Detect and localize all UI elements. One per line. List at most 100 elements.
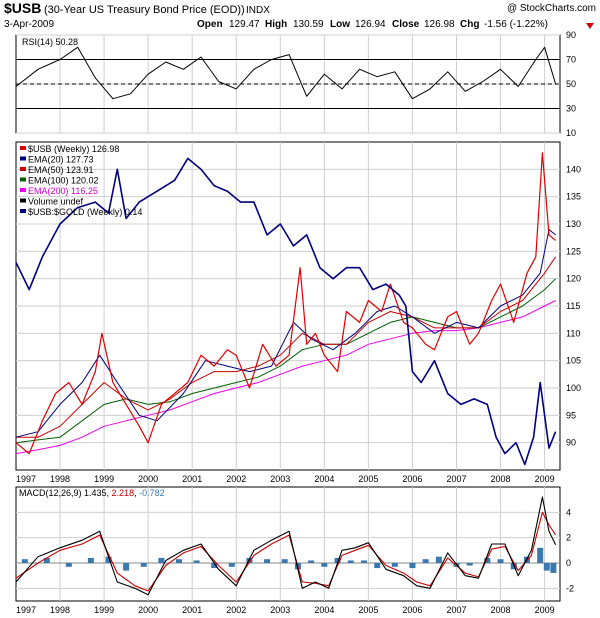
- open-value: 129.47: [229, 19, 260, 30]
- x-tick-label: 2003: [270, 605, 290, 615]
- legend-swatch: [20, 198, 26, 203]
- close-value: 126.98: [424, 19, 455, 30]
- x-tick-label: 2005: [358, 474, 378, 484]
- x-tick-label: 2004: [314, 474, 334, 484]
- macd-histogram-bar: [175, 559, 182, 563]
- x-tick-label: 2006: [402, 605, 422, 615]
- macd-histogram-bar: [65, 563, 72, 567]
- rsi-y-tick: 30: [566, 104, 576, 114]
- high-value: 130.59: [293, 19, 324, 30]
- rsi-y-tick: 10: [566, 128, 576, 138]
- rsi-y-tick: 50: [566, 79, 576, 89]
- legend-entry: EMA(200) 116.25: [28, 186, 98, 196]
- macd-histogram-bar: [374, 563, 381, 569]
- symbol-name: (30-Year US Treasury Bond Price (EOD)): [44, 4, 245, 16]
- x-tick-label: 1999: [94, 474, 114, 484]
- macd-histogram-bar: [281, 559, 288, 563]
- macd-frame: [15, 486, 561, 602]
- down-arrow-icon: [586, 23, 594, 29]
- macd-y-tick: 2: [566, 533, 571, 543]
- x-tick-label: 2002: [226, 474, 246, 484]
- x-tick-label: 2000: [138, 474, 158, 484]
- macd-histogram-bar: [550, 563, 557, 573]
- rsi-y-tick: 70: [566, 55, 576, 65]
- macd-histogram-bar: [321, 563, 328, 567]
- macd-histogram-bar: [246, 557, 253, 563]
- low-value: 126.94: [355, 19, 386, 30]
- symbol-label: $USB: [4, 0, 41, 16]
- price-panel: 90 95 100 105 110 115 120 125 130 135 140 $USB (Wee…: [15, 141, 581, 471]
- macd-histogram-bar: [497, 559, 504, 563]
- price-y-tick: 110: [566, 328, 580, 338]
- rsi-panel: 10 30 50 70 90 RSI(14) 50.28: [15, 30, 576, 138]
- legend-entry: EMA(100) 120.02: [28, 176, 99, 186]
- macd-y-tick: -2: [566, 583, 574, 593]
- price-y-tick: 95: [566, 410, 576, 420]
- open-label: Open: [197, 19, 223, 30]
- macd-y-tick: 4: [566, 507, 571, 517]
- exchange-label: INDX: [246, 5, 270, 16]
- macd-histogram-bar: [158, 557, 165, 563]
- close-label: Close: [392, 19, 420, 30]
- chg-value: -1.56 (-1.22%): [484, 19, 548, 30]
- x-tick-label: 2008: [491, 605, 511, 615]
- macd-histogram-bar: [87, 557, 94, 563]
- macd-histogram-bar: [193, 560, 200, 563]
- macd-histogram-bar: [334, 557, 341, 563]
- copyright-label: @ StockCharts.com: [507, 3, 596, 14]
- macd-histogram-bar: [543, 563, 550, 571]
- price-y-tick: 140: [566, 164, 581, 174]
- macd-histogram-bar: [360, 560, 367, 563]
- low-label: Low: [330, 19, 350, 30]
- legend-swatch: [20, 167, 26, 171]
- legend-entry: Volume undef: [28, 197, 84, 207]
- macd-histogram-bar: [409, 563, 416, 569]
- x-tick-label: 1999: [94, 605, 114, 615]
- macd-histogram-bar: [484, 557, 491, 563]
- macd-histogram-bar: [422, 559, 429, 563]
- usb-weekly-line: [15, 152, 556, 455]
- x-tick-label: 2005: [358, 605, 378, 615]
- price-y-tick: 125: [566, 246, 581, 256]
- macd-histogram-bar: [466, 563, 473, 566]
- price-y-tick: 115: [566, 301, 580, 311]
- legend-swatch: [20, 209, 26, 213]
- x-tick-label: 1998: [50, 605, 70, 615]
- x-tick-label: 2009: [535, 474, 555, 484]
- usb-gold-ratio-line: [15, 157, 557, 466]
- x-tick-label: 2008: [491, 474, 511, 484]
- macd-histogram-bar: [264, 559, 271, 563]
- macd-histogram-bar: [537, 547, 544, 563]
- legend-swatch: [20, 177, 26, 182]
- price-y-tick: 130: [566, 219, 581, 229]
- x-tick-label: 1997: [16, 605, 36, 615]
- rsi-y-tick: 90: [566, 30, 576, 40]
- price-y-tick: 120: [566, 274, 581, 284]
- rsi-line: [15, 46, 557, 100]
- x-axis-bottom: 1997 1998 1999 2000 2001 2002 2003 2004 2005 2006…: [16, 605, 555, 615]
- x-tick-label: 2004: [314, 605, 334, 615]
- x-tick-label: 2000: [138, 605, 158, 615]
- legend-entry: $USB:$GOLD (Weekly) 0.14: [28, 207, 142, 217]
- x-tick-label: 2007: [446, 474, 466, 484]
- macd-histogram-bar: [123, 563, 130, 571]
- x-axis-main: 1997 1998 1999 2000 2001 2002 2003 2004 2005 2006…: [16, 474, 555, 484]
- x-tick-label: 2006: [402, 474, 422, 484]
- macd-histogram-bar: [105, 556, 112, 563]
- legend-entry: EMA(20) 127.73: [28, 155, 94, 165]
- macd-histogram-bar: [435, 556, 442, 563]
- macd-y-tick: 0: [566, 558, 571, 568]
- macd-histogram-bar: [347, 560, 354, 563]
- x-tick-label: 2007: [446, 605, 466, 615]
- ema20-line: [15, 229, 556, 438]
- x-tick-label: 1997: [16, 474, 36, 484]
- legend-swatch: [20, 146, 26, 150]
- macd-histogram-bar: [391, 563, 398, 567]
- macd-histogram-bar: [21, 559, 28, 563]
- legend-swatch: [20, 188, 26, 192]
- price-y-tick: 135: [566, 192, 581, 202]
- legend-entry: $USB (Weekly) 126.98: [28, 144, 119, 154]
- x-tick-label: 2001: [182, 474, 202, 484]
- x-tick-label: 2009: [535, 605, 555, 615]
